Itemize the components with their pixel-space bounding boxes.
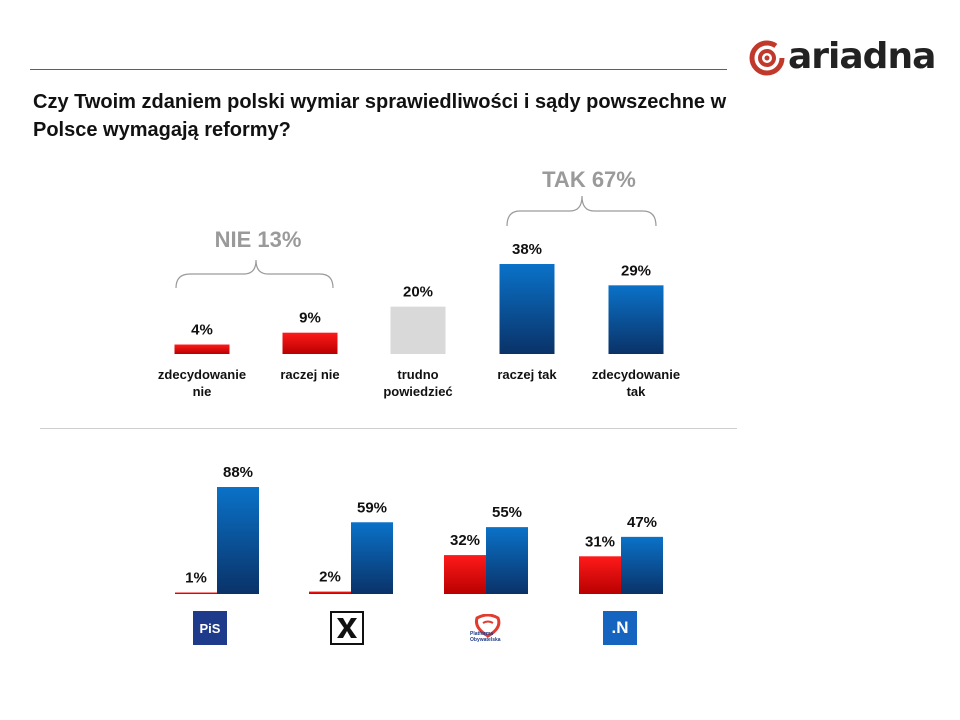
party-bar	[351, 522, 393, 594]
section-divider	[40, 428, 737, 429]
tak-group-label: TAK 67%	[542, 167, 636, 192]
overall-category-label: raczej tak	[497, 367, 557, 382]
overall-category-label: zdecydowanie nie	[158, 367, 246, 399]
nie-brace	[175, 259, 334, 289]
overall-category-label: raczej nie	[280, 367, 339, 382]
overall-value-label: 38%	[512, 241, 542, 258]
question-title: Czy Twoim zdaniem polski wymiar sprawied…	[33, 91, 727, 141]
party-bar	[621, 536, 663, 594]
overall-bar	[174, 344, 230, 354]
party-bar	[579, 556, 621, 594]
party-bar	[309, 591, 351, 594]
party-value-label: 32%	[450, 532, 480, 549]
top-divider	[30, 69, 727, 70]
party-value-label: 59%	[357, 499, 387, 516]
ariadna-logo: ariadna	[748, 36, 948, 82]
party-value-label: 47%	[627, 514, 657, 531]
pis-logo-icon: PiS	[193, 611, 227, 645]
overall-bar	[499, 264, 555, 354]
party-value-label: 88%	[223, 464, 253, 481]
nowoczesna-logo-icon: .N	[603, 611, 637, 645]
nie-group-label: NIE 13%	[215, 227, 302, 252]
overall-value-label: 20%	[403, 284, 433, 301]
overall-bar	[608, 285, 664, 354]
kukiz-logo-icon	[330, 611, 364, 645]
ariadna-logo-text: ariadna	[788, 36, 936, 77]
overall-chart: 4% zdecydowanie nie 9% raczej nie 20% trudno po…	[158, 241, 680, 399]
party-value-label: 31%	[585, 533, 615, 550]
overall-category-label: trudno powiedzieć	[383, 367, 452, 399]
party-bar	[486, 527, 528, 594]
overall-value-label: 4%	[191, 322, 213, 339]
party-chart: 1% 2% 32% 31% 88% 59% 55% 47%	[175, 464, 663, 594]
party-bar	[217, 487, 259, 594]
overall-bar	[390, 306, 446, 354]
ariadna-logo-icon	[749, 40, 785, 76]
overall-bar	[282, 332, 338, 354]
overall-category-label: zdecydowanie tak	[592, 367, 680, 399]
party-value-label: 55%	[492, 504, 522, 521]
party-bar	[444, 555, 486, 594]
party-bar	[175, 592, 217, 594]
po-logo-icon: Platforma Obywatelska	[468, 606, 508, 648]
tak-brace	[506, 195, 657, 227]
overall-value-label: 9%	[299, 310, 321, 327]
party-value-label: 2%	[319, 569, 341, 586]
overall-value-label: 29%	[621, 262, 651, 279]
party-value-label: 1%	[185, 570, 207, 587]
